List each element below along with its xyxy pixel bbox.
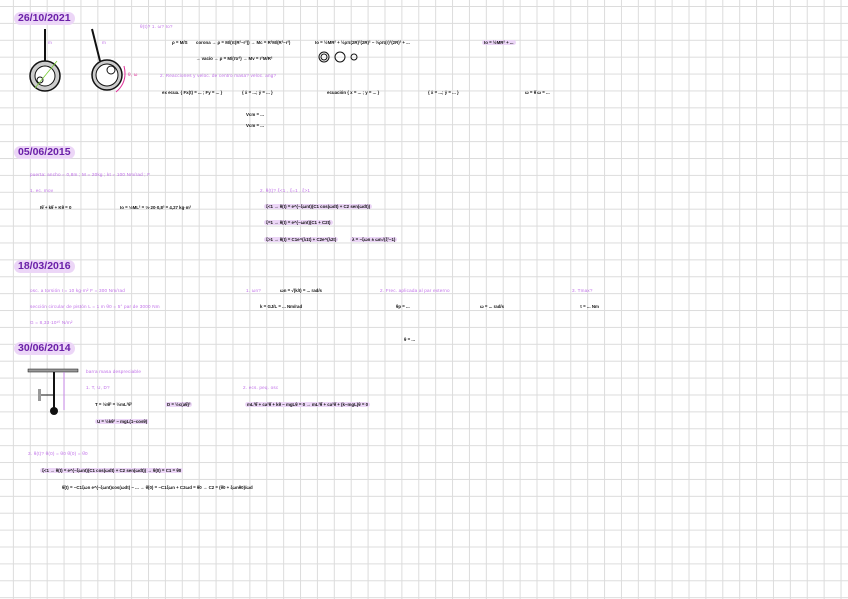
section-date: 18/03/2016 xyxy=(14,260,75,273)
equation: Io = ⅓ML² = ⅓·20·0,8² = 4,27 kg·m² xyxy=(120,205,192,210)
question: 1. ωn? xyxy=(246,288,262,293)
equation: ρ = M/S xyxy=(172,40,188,45)
section-date: 26/10/2021 xyxy=(14,12,75,25)
equation: corona → ρ = M/(π(R²−r²)) → Mc = R²M/(R²… xyxy=(196,40,290,45)
diagram-label: θ, ω xyxy=(128,72,138,77)
equation: Vcm = ... xyxy=(246,112,264,117)
diagram-label: m xyxy=(102,40,107,45)
equation: λ = −ξωn ± ωn√(ξ²−1) xyxy=(350,237,398,242)
equation: ωn = √(k/I) = ... rad/s xyxy=(280,288,322,293)
equation: ω = θ̇ ω = ... xyxy=(525,90,550,95)
bar-pendulum-diagram xyxy=(27,368,79,415)
equation: ξ>1 → θ(t) = C1e^(λ1t) + C2e^(λ2t) xyxy=(264,237,339,242)
equation: D = ½c(aθ̇)² xyxy=(165,402,193,407)
equation: Io = ½MR² + ½ρπ(2R)²(2R)² − ½ρπ(r)²(2R)²… xyxy=(315,40,410,45)
question: 1. T, U, D? xyxy=(86,385,110,390)
question: 2. Frec. aplicada al par externo xyxy=(380,288,450,293)
equation: { ẋ = ...; ẏ = ... } xyxy=(242,90,273,95)
question: G = 8,33·10¹⁰ N/m² xyxy=(30,320,73,325)
question: sección circular de pistón L = 1 m θ0 = … xyxy=(30,304,160,309)
equation: ξ<1 → θ(t) = e^(−ξωnt)(C1 cos(ωdt) + C2 … xyxy=(264,204,373,209)
question: osc. a torsión I = 10 kg·m² F = 300 Nm/r… xyxy=(30,288,125,293)
equation: T = ½Iθ̇² = ½mL²θ̇² xyxy=(95,402,132,407)
question: 2. ecs. peq. osc xyxy=(243,385,279,390)
equation: ecuación { x = ... ; y = ... } xyxy=(327,90,380,95)
equation: U = ½kθ² − mgL(1−cosθ) xyxy=(95,419,150,424)
question: θ(t)? 1. ω? Io? xyxy=(140,24,173,29)
equation: ω = ... rad/s xyxy=(480,304,505,309)
pendulum-disc-diagram xyxy=(29,28,126,93)
diagram-label: m xyxy=(48,40,53,45)
section-date: 05/06/2015 xyxy=(14,146,75,159)
question: 2. Reacciones y veloc. de centro masa? v… xyxy=(160,73,277,78)
equation: τ = ... Nm xyxy=(580,304,599,309)
equation: → vacío → ρ = M/(πr²) → Mv = r²M/R² xyxy=(196,56,273,61)
equation: k = GJ/L = ... Nm/rad xyxy=(260,304,303,309)
question: 2. θ(t)? ξ<1 , ξ=1 , ξ>1 xyxy=(260,188,311,193)
question: puerta: ancho = 0,8m ; M = 20kg ; kt = 1… xyxy=(30,172,151,177)
question: 3. Tmax? xyxy=(572,288,593,293)
question: barra masa despreciable xyxy=(86,369,142,374)
equation: θ̇(t) = −C1ξωn e^(−ξωnt)cos(ωdt) − ... →… xyxy=(62,485,253,490)
equation-text: corona → ρ = M/(π(R²−r²)) → Mc = R²M/(R²… xyxy=(196,40,291,45)
equation: ξ<1 → θ(t) = e^(−ξωnt)(C1 cos(ωdt) + C2 … xyxy=(40,468,184,473)
equation: Iθ̈ + kθ̇ + Kθ = 0 xyxy=(40,205,72,210)
equation: θp = ... xyxy=(396,304,410,309)
question: 3. θ(t)? θ(0) = θ0 θ̇(0) = θ̇0 xyxy=(28,451,88,456)
equation: Vcm = ... xyxy=(246,123,264,128)
equation: Io = ½MR² + ... xyxy=(482,40,516,45)
equation: mL²θ̈ + ca²θ̇ + kθ − mgLθ = 0 → mL²θ̈ + … xyxy=(245,402,371,407)
equation: ξ=1 → θ(t) = e^(−ωnt)(C1 + C2t) xyxy=(264,220,333,225)
equation: θ = ... xyxy=(404,337,416,342)
equation: ex ecua. { Fx(t) = ... ; Fy = ... } xyxy=(162,90,223,95)
section-date: 30/06/2014 xyxy=(14,342,75,355)
equation: { ẋ = ...; ẏ = ... } xyxy=(428,90,459,95)
question: 1. ec. mov xyxy=(30,188,54,193)
disc-decomposition-diagram xyxy=(318,51,358,63)
